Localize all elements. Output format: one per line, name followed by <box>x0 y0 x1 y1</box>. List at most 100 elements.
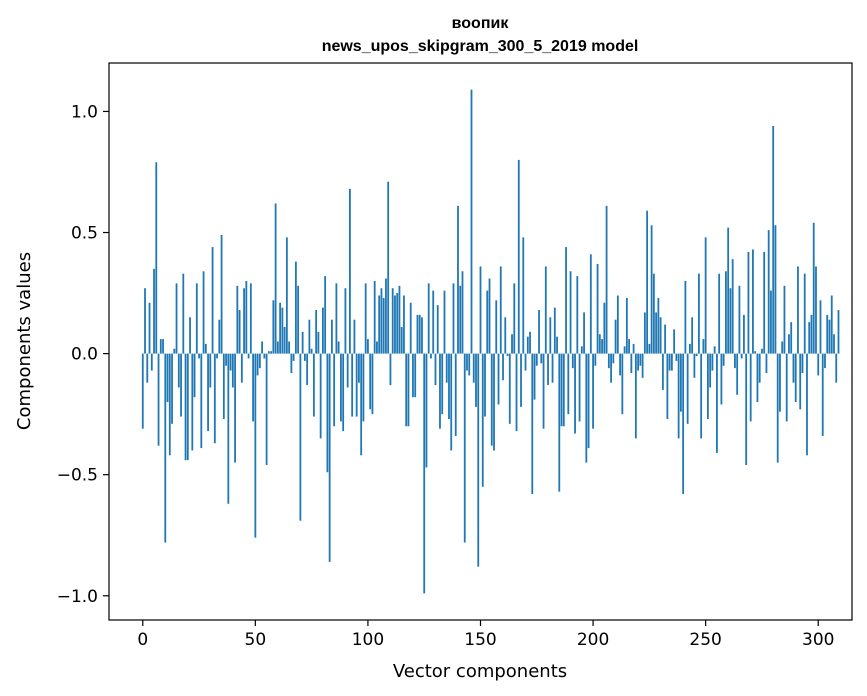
bar <box>445 353 448 383</box>
bar <box>670 353 673 371</box>
bar <box>619 353 621 376</box>
x-tick-label: 0 <box>137 630 148 650</box>
bar <box>553 307 556 354</box>
bar <box>630 353 633 373</box>
bar <box>580 346 583 354</box>
bar <box>155 162 158 354</box>
bar <box>625 297 628 354</box>
bar <box>673 329 676 354</box>
bar <box>193 353 196 398</box>
bar <box>319 353 322 439</box>
bar <box>515 353 518 432</box>
bar <box>403 295 405 354</box>
bar <box>274 203 277 354</box>
bar <box>810 314 813 354</box>
bar <box>628 339 630 354</box>
bar <box>770 290 772 354</box>
bar <box>229 353 232 371</box>
bar <box>596 264 599 354</box>
bar <box>551 353 554 383</box>
bar <box>594 353 597 366</box>
bar <box>299 353 302 521</box>
bar <box>454 353 457 436</box>
bar <box>830 295 833 354</box>
bar <box>290 353 293 373</box>
bar <box>335 283 338 354</box>
bar <box>772 125 775 354</box>
bar <box>668 353 671 371</box>
bar <box>729 288 732 354</box>
bar <box>652 273 655 354</box>
bar <box>774 225 777 354</box>
y-tick-label: −1.0 <box>57 587 98 607</box>
bar <box>423 353 426 594</box>
bar <box>815 266 817 354</box>
bar <box>711 353 714 371</box>
y-axis-label: Components values <box>14 252 35 430</box>
bar <box>285 237 288 354</box>
bar <box>657 297 660 354</box>
bar <box>679 353 682 412</box>
x-tick-label: 300 <box>802 630 834 650</box>
bar <box>150 353 153 371</box>
bar <box>725 271 727 354</box>
bar <box>157 353 160 446</box>
bar <box>418 314 421 354</box>
bar <box>220 234 223 354</box>
bar <box>542 353 545 429</box>
bar <box>315 310 318 354</box>
bar <box>607 353 610 369</box>
bar <box>502 353 504 381</box>
bar <box>511 334 513 354</box>
bar <box>144 288 146 354</box>
bar <box>294 261 297 354</box>
bar <box>616 295 619 354</box>
bar <box>195 283 198 354</box>
bar <box>592 353 594 429</box>
bar <box>535 353 538 366</box>
bar <box>414 353 417 398</box>
bar <box>450 353 453 451</box>
bar <box>720 353 723 405</box>
bar <box>288 341 291 354</box>
bar <box>475 353 477 407</box>
bar <box>457 205 459 354</box>
bar <box>283 326 286 354</box>
bar <box>493 353 495 451</box>
bar <box>488 278 491 354</box>
bar <box>718 273 721 354</box>
bar <box>585 353 588 463</box>
bar <box>430 353 432 359</box>
bar <box>443 290 446 354</box>
bar <box>349 188 351 354</box>
bar <box>407 353 410 427</box>
bar <box>240 353 243 383</box>
bar <box>204 343 207 354</box>
bar <box>576 276 579 354</box>
bar <box>380 288 383 354</box>
bar <box>538 310 540 354</box>
bar <box>695 353 698 357</box>
bar <box>634 353 637 439</box>
bar <box>254 353 257 538</box>
bar <box>328 353 331 562</box>
bar <box>806 353 808 456</box>
bar <box>362 353 365 422</box>
bar <box>276 341 279 354</box>
bar <box>562 353 565 427</box>
bar <box>716 353 718 453</box>
bar <box>416 314 419 354</box>
bar <box>436 305 439 354</box>
bar <box>781 341 784 354</box>
bar <box>524 353 527 371</box>
bar <box>632 343 635 354</box>
bar <box>506 353 509 357</box>
bar <box>369 353 372 410</box>
bar <box>245 280 248 354</box>
bar <box>265 353 268 466</box>
bar <box>688 343 691 354</box>
bar <box>533 353 536 400</box>
bar <box>207 353 209 432</box>
bar <box>166 353 169 403</box>
bar <box>466 353 468 371</box>
